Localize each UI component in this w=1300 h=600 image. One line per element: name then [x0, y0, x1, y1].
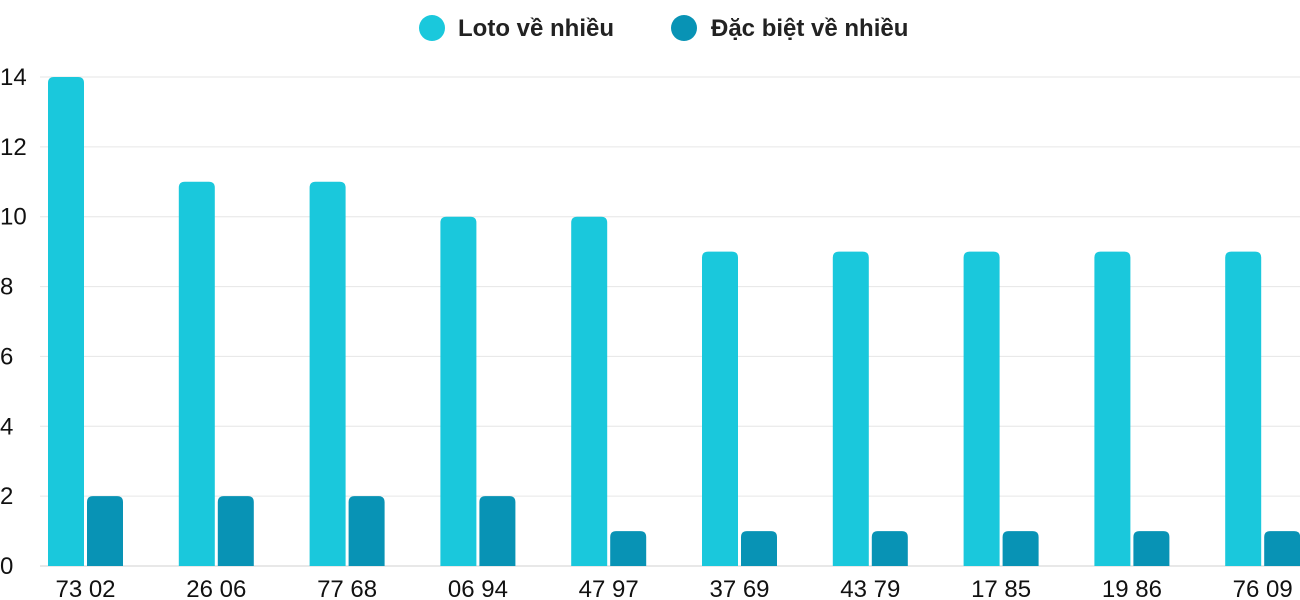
bar-dac-biet-73-02 [87, 496, 123, 566]
bar-loto-17-85 [963, 251, 1000, 566]
axis-labels: 0 2 4 6 8 10 12 14 73 02 26 06 77 68 06 94 47 97 37 6… [0, 64, 1293, 600]
y-tick-label: 14 [0, 64, 27, 91]
grid-lines [40, 76, 1300, 567]
x-tick-label: 73 02 [55, 576, 115, 600]
x-tick-label: 43 79 [840, 576, 900, 600]
legend-label-dac-biet: Đặc biệt về nhiều [711, 15, 908, 42]
bar-dac-biet-77-68 [348, 496, 385, 566]
x-tick-label: 47 97 [579, 576, 639, 600]
bar-dac-biet-06-94 [479, 496, 516, 566]
x-tick-label: 26 06 [186, 576, 246, 600]
bar-loto-73-02 [48, 77, 84, 566]
bar-loto-77-68 [309, 181, 346, 567]
y-tick-label: 12 [0, 134, 27, 161]
legend: Loto về nhiều Đặc biệt về nhiều [419, 15, 908, 42]
bar-loto-43-79 [832, 251, 869, 566]
y-tick-label: 4 [0, 413, 13, 440]
bar-dac-biet-17-85 [1002, 531, 1039, 566]
y-tick-label: 6 [0, 343, 13, 370]
bar-loto-37-69 [702, 251, 738, 566]
bar-dac-biet-47-97 [610, 531, 647, 566]
x-tick-label: 77 68 [317, 576, 377, 600]
bar-loto-06-94 [440, 216, 477, 566]
bar-loto-76-09 [1225, 251, 1262, 566]
legend-swatch-dac-biet [671, 15, 697, 41]
legend-swatch-loto [419, 15, 445, 41]
bar-loto-26-06 [178, 181, 215, 567]
y-tick-label: 8 [0, 274, 13, 301]
x-tick-label: 19 86 [1102, 576, 1162, 600]
bar-dac-biet-76-09 [1264, 531, 1300, 566]
y-tick-label: 0 [0, 553, 13, 580]
bar-loto-47-97 [571, 216, 608, 566]
bar-dac-biet-37-69 [741, 531, 777, 566]
x-tick-label: 17 85 [971, 576, 1031, 600]
y-tick-label: 2 [0, 483, 13, 510]
bars [48, 77, 1300, 567]
bar-dac-biet-43-79 [871, 531, 908, 566]
bar-dac-biet-26-06 [217, 496, 254, 566]
bar-dac-biet-19-86 [1133, 531, 1170, 566]
legend-label-loto: Loto về nhiều [458, 15, 614, 42]
bar-loto-19-86 [1094, 251, 1131, 566]
x-tick-label: 37 69 [709, 576, 769, 600]
x-tick-label: 76 09 [1233, 576, 1293, 600]
x-tick-label: 06 94 [448, 576, 508, 600]
y-tick-label: 10 [0, 204, 27, 231]
